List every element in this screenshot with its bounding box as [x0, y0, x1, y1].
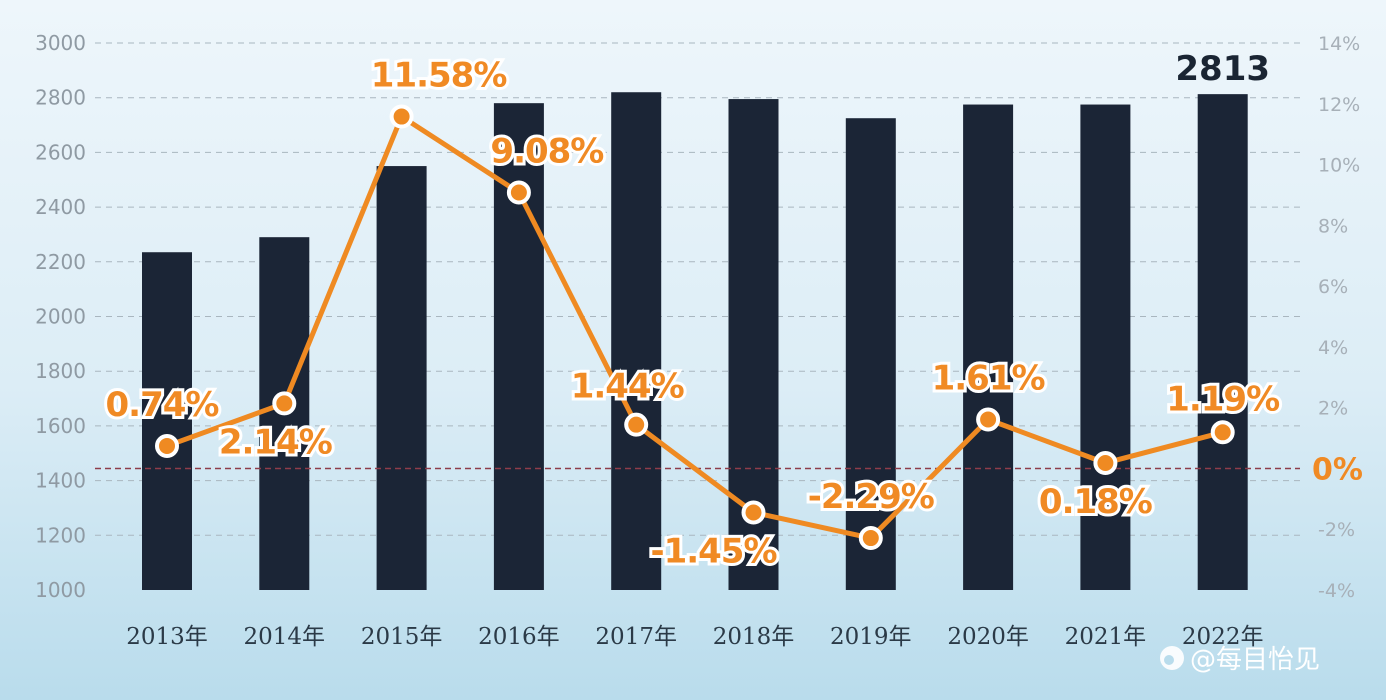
left-tick-label: 3000	[35, 31, 86, 55]
x-tick-label: 2017年	[595, 624, 677, 650]
x-axis: 2013年 2014年 2015年 2016年 2017年 2018年 2019年 2020年…	[126, 624, 1263, 650]
bar	[1080, 104, 1131, 590]
left-axis: 1000 1200 1400 1600 1800 2000 2200 2400 2600 2800…	[35, 31, 86, 602]
rate-data-label: -1.45%	[650, 532, 776, 572]
rate-data-label: 0.18%	[1039, 482, 1152, 522]
bar	[611, 92, 662, 590]
rate-point	[1093, 450, 1118, 475]
right-axis: -4% -2% 0% 2% 4% 6% 8% 10% 12% 14%	[1312, 33, 1363, 602]
x-tick-label: 2018年	[713, 624, 795, 650]
left-tick-label: 2000	[35, 305, 86, 329]
right-tick-label: 14%	[1318, 33, 1360, 55]
rate-data-label: 0.74%	[106, 385, 219, 425]
rate-point	[976, 407, 1001, 432]
bar-top-label: 2813	[1175, 49, 1270, 89]
bar	[963, 104, 1014, 590]
left-tick-label: 2600	[35, 140, 86, 164]
bar	[845, 118, 896, 591]
left-tick-label: 1400	[35, 469, 86, 493]
x-tick-label: 2019年	[830, 624, 912, 650]
right-tick-label: 8%	[1318, 215, 1348, 237]
right-tick-label: 4%	[1318, 337, 1348, 359]
rate-series	[155, 104, 1235, 551]
x-tick-label: 2013年	[126, 624, 208, 650]
right-tick-label: 12%	[1318, 94, 1360, 116]
x-tick-label: 2014年	[244, 624, 326, 650]
right-tick-label: -2%	[1318, 519, 1355, 541]
rate-point	[624, 412, 649, 437]
rate-point	[1210, 420, 1235, 445]
rate-labels: 0.74%2.14% 11.58% 9.08% 1.44% -1.45% -2.29% 1.…	[103, 53, 1284, 575]
watermark-text: @每目怡见	[1190, 645, 1320, 675]
left-tick-label: 1000	[35, 578, 86, 602]
left-tick-label: 2800	[35, 86, 86, 110]
rate-point	[389, 104, 414, 129]
rate-point	[741, 500, 766, 525]
left-tick-label: 2400	[35, 195, 86, 219]
right-tick-label: 10%	[1318, 155, 1360, 177]
left-tick-label: 2200	[35, 250, 86, 274]
watermark: @每目怡见	[1160, 645, 1320, 675]
rate-data-label: 11.58%	[371, 56, 507, 96]
bar	[142, 252, 192, 591]
weibo-icon	[1160, 646, 1184, 670]
rate-line	[166, 114, 1224, 541]
left-tick-label: 1200	[35, 523, 86, 547]
rate-point	[506, 180, 531, 205]
left-tick-label: 1800	[35, 359, 86, 383]
bar	[493, 103, 544, 591]
rate-data-label: 1.44%	[571, 367, 684, 407]
left-tick-label: 1600	[35, 414, 86, 438]
rate-data-label: 1.61%	[932, 359, 1045, 399]
bar	[1197, 94, 1248, 590]
right-tick-label: 2%	[1318, 398, 1348, 420]
right-tick-label: -4%	[1318, 580, 1355, 602]
rate-data-label: -2.29%	[808, 477, 934, 517]
rate-point	[858, 526, 883, 551]
rate-point	[155, 433, 179, 458]
rate-data-label: 2.14%	[219, 422, 332, 462]
bar	[376, 166, 427, 590]
right-tick-label: 0%	[1312, 452, 1363, 487]
x-tick-label: 2016年	[478, 624, 560, 650]
x-tick-label: 2021年	[1065, 624, 1147, 650]
x-tick-label: 2022年	[1182, 624, 1264, 650]
x-tick-label: 2015年	[361, 624, 443, 650]
x-tick-label: 2020年	[947, 624, 1029, 650]
right-tick-label: 6%	[1318, 276, 1348, 298]
rate-data-label: 1.19%	[1166, 379, 1279, 419]
rate-data-label: 9.08%	[490, 132, 603, 172]
rate-point	[272, 391, 297, 416]
